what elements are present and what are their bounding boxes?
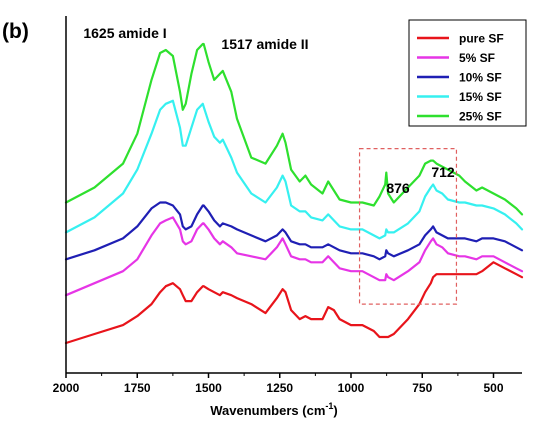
x-tick-label: 1250 [266, 381, 293, 395]
legend-label: 10% SF [459, 71, 502, 85]
x-tick-label: 1500 [195, 381, 222, 395]
series-line-5-sf [64, 216, 524, 297]
axes: 2000 1750 1500 1250 1000 750 500 [53, 16, 522, 395]
annotations: 1625 amide I 1517 amide II 876 712 [83, 25, 455, 196]
peak-annotation: 712 [431, 164, 455, 180]
legend-label: 5% SF [459, 51, 495, 65]
series-layer [64, 42, 524, 345]
highlight-region [358, 148, 458, 305]
series-line-25-sf [64, 42, 524, 216]
x-tick-label: 500 [483, 381, 503, 395]
x-tick-label: 1000 [338, 381, 365, 395]
x-axis-title: Wavenumbers (cm-1) [210, 401, 337, 418]
peak-annotation: 1625 amide I [83, 25, 166, 41]
x-tick-label: 750 [412, 381, 432, 395]
series-line-15-sf [64, 99, 524, 240]
legend-label: pure SF [459, 32, 504, 46]
series-line-10-sf [64, 201, 524, 261]
legend: pure SF 5% SF 10% SF 15% SF 25% SF [408, 19, 527, 127]
legend-items: pure SF 5% SF 10% SF 15% SF 25% SF [417, 32, 504, 124]
x-tick-label: 2000 [53, 381, 80, 395]
panel-label: (b) [2, 20, 29, 43]
legend-label: 15% SF [459, 90, 502, 104]
series-line-pure-sf [64, 261, 524, 345]
plot-area [64, 42, 524, 345]
peak-annotation: 1517 amide II [221, 36, 308, 52]
x-tick-label: 1750 [124, 381, 151, 395]
x-ticks: 2000 1750 1500 1250 1000 750 500 [53, 373, 504, 395]
legend-label: 25% SF [459, 110, 502, 124]
peak-annotation: 876 [386, 180, 410, 196]
